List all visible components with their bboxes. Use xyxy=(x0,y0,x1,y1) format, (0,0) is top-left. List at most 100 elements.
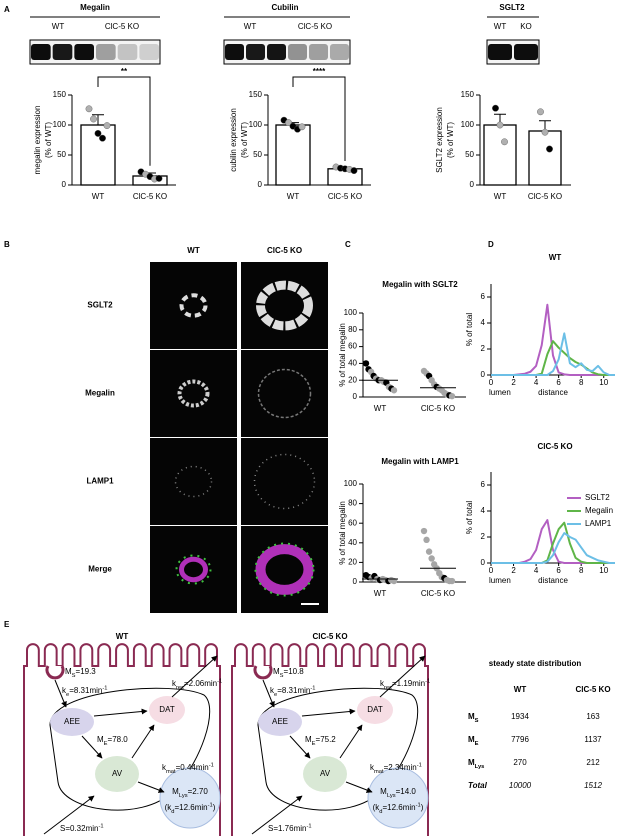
data-point xyxy=(351,167,357,173)
blot-label: WT xyxy=(494,22,507,31)
data-point xyxy=(542,129,548,135)
micrograph xyxy=(241,350,328,437)
row-label: Megalin xyxy=(85,389,115,398)
data-point xyxy=(90,116,96,122)
y-tick-label: 20 xyxy=(348,375,357,384)
blot-band xyxy=(53,44,73,60)
table-row-label: Total xyxy=(468,781,488,790)
y-tick-label: 150 xyxy=(461,90,475,99)
x-tick-label: 6 xyxy=(556,566,561,575)
row-label: LAMP1 xyxy=(86,477,114,486)
column-label: ClC-5 KO xyxy=(267,246,302,255)
endocytic-pit xyxy=(255,666,271,678)
micrograph xyxy=(150,526,237,613)
label-part: =12.6min xyxy=(382,803,415,812)
table-cell: 1137 xyxy=(584,735,602,744)
chart-title: WT xyxy=(549,253,562,262)
data-point xyxy=(86,106,92,112)
y-tick-label: 4 xyxy=(481,318,486,327)
label-part: =10.8 xyxy=(284,667,305,676)
y-tick-label: 2 xyxy=(481,532,486,541)
y-tick-label: 100 xyxy=(461,120,475,129)
table-header: ClC-5 KO xyxy=(575,685,610,694)
table-cell: 1934 xyxy=(511,712,529,721)
x-tick-label: 0 xyxy=(489,378,494,387)
subscript: rec xyxy=(384,685,392,691)
micrograph xyxy=(150,350,237,437)
supscript: -1 xyxy=(209,762,214,768)
table-cell: 10000 xyxy=(509,781,532,790)
table-cell: 1512 xyxy=(584,781,602,790)
y-tick-label: 100 xyxy=(249,120,263,129)
y-tick-label: 20 xyxy=(348,558,357,567)
subscript: mat xyxy=(166,769,176,775)
blot-band xyxy=(74,44,94,60)
y-axis-label: cubilin expression xyxy=(229,108,238,172)
blot-band xyxy=(288,44,307,60)
micrograph xyxy=(150,262,237,349)
x-tick-label: ClC-5 KO xyxy=(328,192,362,201)
micrograph xyxy=(150,438,237,525)
blot-band xyxy=(96,44,116,60)
series-line xyxy=(491,523,615,563)
lysosome xyxy=(160,768,220,828)
supscript: -1 xyxy=(306,823,311,829)
x-axis-label: distance xyxy=(538,576,568,585)
label-part: =2.70 xyxy=(188,787,209,796)
x-tick-label: WT xyxy=(494,192,507,201)
endocytic-pit xyxy=(47,666,63,678)
bar xyxy=(276,125,310,185)
flux-label: MS=10.8 xyxy=(273,667,304,678)
y-tick-label: 0 xyxy=(353,392,358,401)
x-tick-label: WT xyxy=(374,404,387,413)
table-title: steady state distribution xyxy=(489,659,582,668)
y-tick-label: 150 xyxy=(53,90,67,99)
row-label: SGLT2 xyxy=(87,301,113,310)
subscript: Lys xyxy=(387,793,396,799)
blot-label: WT xyxy=(244,22,257,31)
panel-label: E xyxy=(4,620,10,629)
x-tick-label: WT xyxy=(92,192,105,201)
table-row-label: ME xyxy=(468,735,479,746)
x-tick-label: 0 xyxy=(489,566,494,575)
blot-band xyxy=(514,44,538,60)
chart-title: Megalin with LAMP1 xyxy=(381,457,459,466)
data-point xyxy=(391,387,397,393)
compartment-label: AV xyxy=(112,769,123,778)
table-cell: 212 xyxy=(586,758,600,767)
subscript: S xyxy=(475,718,479,724)
subscript: Lys xyxy=(179,793,188,799)
chart-title: ClC-5 KO xyxy=(537,442,572,451)
row-label: Merge xyxy=(88,565,112,574)
data-point xyxy=(423,537,429,543)
y-tick-label: 50 xyxy=(465,150,474,159)
table-cell: 270 xyxy=(513,758,527,767)
x-tick-label: 8 xyxy=(579,566,584,575)
x-tick-label: 4 xyxy=(534,566,539,575)
lysosome xyxy=(368,768,428,828)
x-tick-label: 10 xyxy=(599,566,608,575)
x-tick-label: 4 xyxy=(534,378,539,387)
y-tick-label: 4 xyxy=(481,506,486,515)
y-tick-label: 100 xyxy=(53,120,67,129)
significance-label: **** xyxy=(313,67,326,76)
blot-band xyxy=(488,44,512,60)
blot-band xyxy=(267,44,286,60)
subscript: rec xyxy=(176,685,184,691)
supscript: -1 xyxy=(425,678,430,684)
label-part: S=0.32min xyxy=(60,824,98,833)
blot-band xyxy=(246,44,265,60)
table-cell: 163 xyxy=(586,712,600,721)
supscript: -1 xyxy=(310,685,315,691)
flux-label: S=1.76min-1 xyxy=(268,823,312,833)
subscript: Lys xyxy=(475,764,485,770)
data-point xyxy=(449,578,455,584)
y-tick-label: 6 xyxy=(481,292,486,301)
flux-label: krec=1.19min-1 xyxy=(380,678,430,691)
label-part: =2.34min xyxy=(384,763,417,772)
y-axis-label: SGLT2 expression xyxy=(435,107,444,173)
label-part: =75.2 xyxy=(316,735,337,744)
data-point xyxy=(492,105,498,111)
compartment-label: DAT xyxy=(159,705,175,714)
blot-label: KO xyxy=(520,22,532,31)
